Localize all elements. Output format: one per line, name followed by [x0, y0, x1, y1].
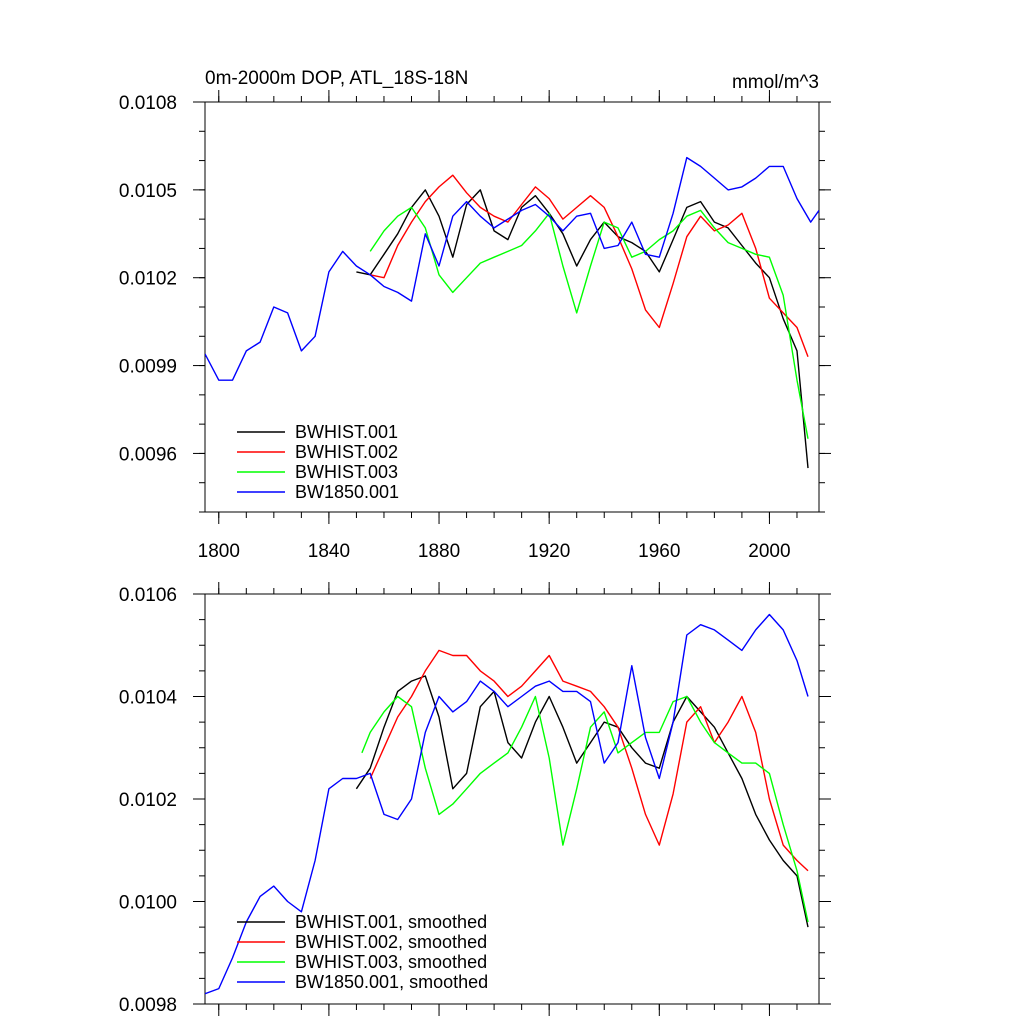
- y-tick-label: 0.0104: [119, 688, 178, 709]
- x-tick-label: 2000: [748, 541, 790, 562]
- series-line-3: [369, 206, 809, 439]
- x-tick-label: 1920: [528, 541, 570, 562]
- series-line-4: [205, 613, 809, 995]
- y-tick-label: 0.0099: [119, 357, 177, 378]
- legend-label-1: BWHIST.001: [295, 422, 398, 442]
- series-line-1: [356, 189, 809, 469]
- series-line-1: [355, 675, 809, 928]
- series-line-2: [370, 174, 809, 358]
- y-tick-label: 0.0098: [119, 995, 177, 1016]
- legend-label-2: BWHIST.002, smoothed: [295, 932, 487, 952]
- top-panel: 1800 1840 1880 1920 1960 2000 0.0096 0.0099 0.01…: [119, 68, 831, 562]
- chart-title: 0m-2000m DOP, ATL_18S-18N: [205, 68, 468, 89]
- x-tick-label: 1840: [308, 541, 350, 562]
- y-tick-label: 0.0108: [119, 93, 177, 114]
- legend-label-4: BW1850.001, smoothed: [295, 972, 488, 992]
- units-label: mmol/m^3: [732, 72, 819, 93]
- legend-label-3: BWHIST.003: [295, 462, 398, 482]
- bottom-panel: 0.0098 0.0100 0.0102 0.0104 0.0106 BWHIST.001…: [119, 582, 831, 1016]
- y-tick-label: 0.0100: [119, 893, 177, 914]
- series-line-4: [205, 156, 819, 381]
- y-tick-label: 0.0106: [119, 585, 177, 606]
- legend-label-3: BWHIST.003, smoothed: [295, 952, 487, 972]
- y-tick-label: 0.0102: [119, 269, 177, 290]
- legend-label-1: BWHIST.001, smoothed: [295, 912, 487, 932]
- x-tick-label: 1880: [418, 541, 460, 562]
- x-tick-label: 1800: [198, 541, 240, 562]
- y-tick-label: 0.0105: [119, 181, 177, 202]
- y-tick-label: 0.0102: [119, 790, 177, 811]
- x-tick-label: 1960: [638, 541, 680, 562]
- legend-label-4: BW1850.001: [295, 482, 399, 502]
- series-line-3: [361, 695, 809, 923]
- legend-label-2: BWHIST.002: [295, 442, 398, 462]
- y-tick-label: 0.0096: [119, 444, 177, 465]
- series-line-2: [369, 649, 809, 872]
